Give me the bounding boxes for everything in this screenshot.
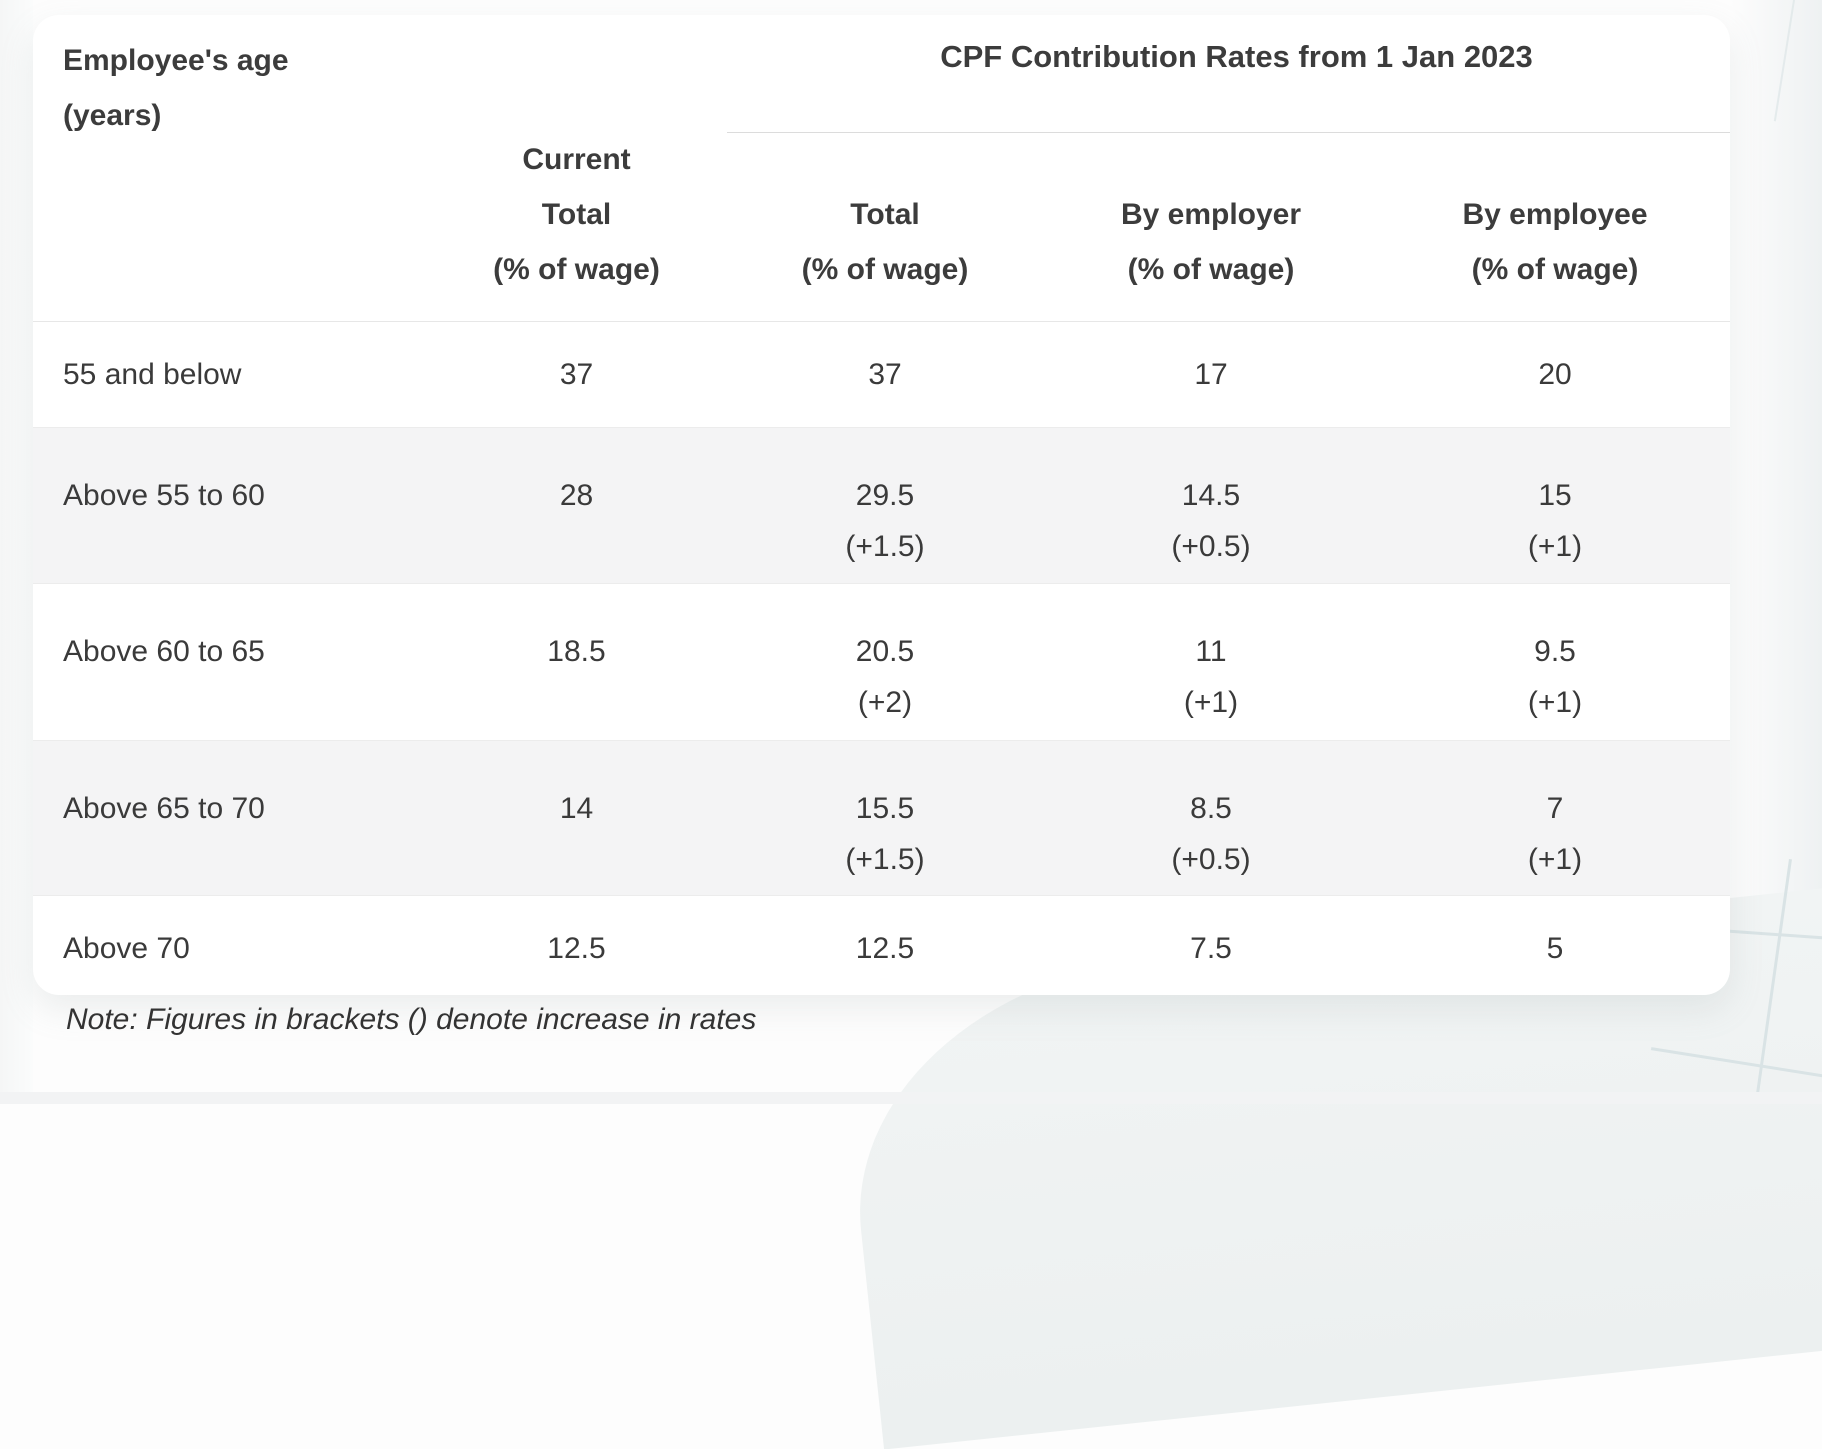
total-cell: 29.5 (+1.5) (728, 428, 1042, 583)
cell-value: 37 (559, 358, 594, 391)
cell-value: 29.5 (855, 479, 915, 512)
cell-value: 20 (1538, 358, 1572, 391)
cell-delta: (+1) (1527, 843, 1583, 876)
current-total-cell: 18.5 (425, 584, 728, 740)
by-employee-cell: 5 (1380, 896, 1730, 995)
cpf-rates-card: Employee's age (years) CPF Contribution … (33, 15, 1730, 995)
cell-value: 7.5 (1190, 932, 1232, 965)
total-cell: 37 (728, 322, 1042, 427)
age-cell: 55 and below (63, 358, 242, 391)
cell-value: 18.5 (547, 635, 606, 668)
cell-value: 15.5 (855, 792, 915, 825)
col-header-by-employee: By employee (% of wage) (1462, 198, 1648, 286)
row-header-label: Employee's age (years) (63, 44, 289, 132)
age-cell: Above 60 to 65 (63, 635, 265, 668)
column-headers-row: Current Total (% of wage) Total (% of wa… (33, 132, 1730, 321)
total-cell: 20.5 (+2) (728, 584, 1042, 740)
by-employer-cell: 11 (+1) (1042, 584, 1380, 740)
cell-value: 17 (1194, 358, 1228, 391)
age-cell: Above 65 to 70 (63, 792, 265, 825)
table-body: 55 and below 37 37 17 20 Above 55 to 60 … (33, 322, 1730, 995)
by-employer-cell: 7.5 (1042, 896, 1380, 995)
cell-value: 9.5 (1534, 635, 1576, 668)
total-cell: 15.5 (+1.5) (728, 741, 1042, 895)
table-row: Above 70 12.5 12.5 7.5 5 (33, 895, 1730, 995)
by-employer-cell: 14.5 (+0.5) (1042, 428, 1380, 583)
cell-delta: (+2) (857, 686, 913, 719)
cell-delta: (+0.5) (1171, 530, 1251, 563)
by-employee-cell: 9.5 (+1) (1380, 584, 1730, 740)
cell-value: 11 (1195, 635, 1227, 668)
col-header-current-total: Current Total (% of wage) (493, 143, 660, 286)
table-row: Above 60 to 65 18.5 20.5 (+2) 11 (+1) 9.5 (… (33, 583, 1730, 740)
cell-delta: (+1) (1183, 686, 1239, 719)
current-total-cell: 12.5 (425, 896, 728, 995)
table-row: Above 65 to 70 14 15.5 (+1.5) 8.5 (+0.5) 7… (33, 740, 1730, 895)
current-total-cell: 14 (425, 741, 728, 895)
table-header: Employee's age (years) CPF Contribution … (33, 15, 1730, 322)
left-background-band (0, 0, 33, 1104)
cell-value: 5 (1546, 932, 1564, 965)
cell-value: 28 (559, 479, 594, 512)
table-row: Above 55 to 60 28 29.5 (+1.5) 14.5 (+0.5) … (33, 427, 1730, 583)
table-row: 55 and below 37 37 17 20 (33, 322, 1730, 427)
age-cell: Above 55 to 60 (63, 479, 265, 512)
total-cell: 12.5 (728, 896, 1042, 995)
cell-delta: (+1.5) (845, 530, 925, 563)
cell-value: 8.5 (1190, 792, 1232, 825)
col-header-total: Total (% of wage) (801, 198, 969, 286)
current-total-cell: 28 (425, 428, 728, 583)
cell-value: 37 (868, 358, 902, 391)
by-employer-cell: 17 (1042, 322, 1380, 427)
cell-delta: (+1.5) (845, 843, 925, 876)
cell-value: 14.5 (1181, 479, 1241, 512)
group-header-divider (727, 132, 1730, 133)
cell-value: 12.5 (547, 932, 606, 965)
group-header: CPF Contribution Rates from 1 Jan 2023 (940, 39, 1533, 74)
by-employee-cell: 20 (1380, 322, 1730, 427)
by-employer-cell: 8.5 (+0.5) (1042, 741, 1380, 895)
by-employee-cell: 15 (+1) (1380, 428, 1730, 583)
cell-delta: (+0.5) (1171, 843, 1251, 876)
cell-delta: (+1) (1527, 530, 1583, 563)
cell-value: 14 (559, 792, 594, 825)
col-header-by-employer: By employer (% of wage) (1120, 198, 1302, 286)
cell-value: 7 (1546, 792, 1564, 825)
age-cell: Above 70 (63, 932, 190, 965)
note: Note: Figures in brackets () denote incr… (66, 1003, 757, 1036)
bottom-strip (0, 1092, 1822, 1104)
by-employee-cell: 7 (+1) (1380, 741, 1730, 895)
cell-value: 20.5 (855, 635, 915, 668)
cell-delta: (+1) (1527, 686, 1583, 719)
current-total-cell: 37 (425, 322, 728, 427)
cell-value: 15 (1538, 479, 1572, 512)
cell-value: 12.5 (855, 932, 915, 965)
